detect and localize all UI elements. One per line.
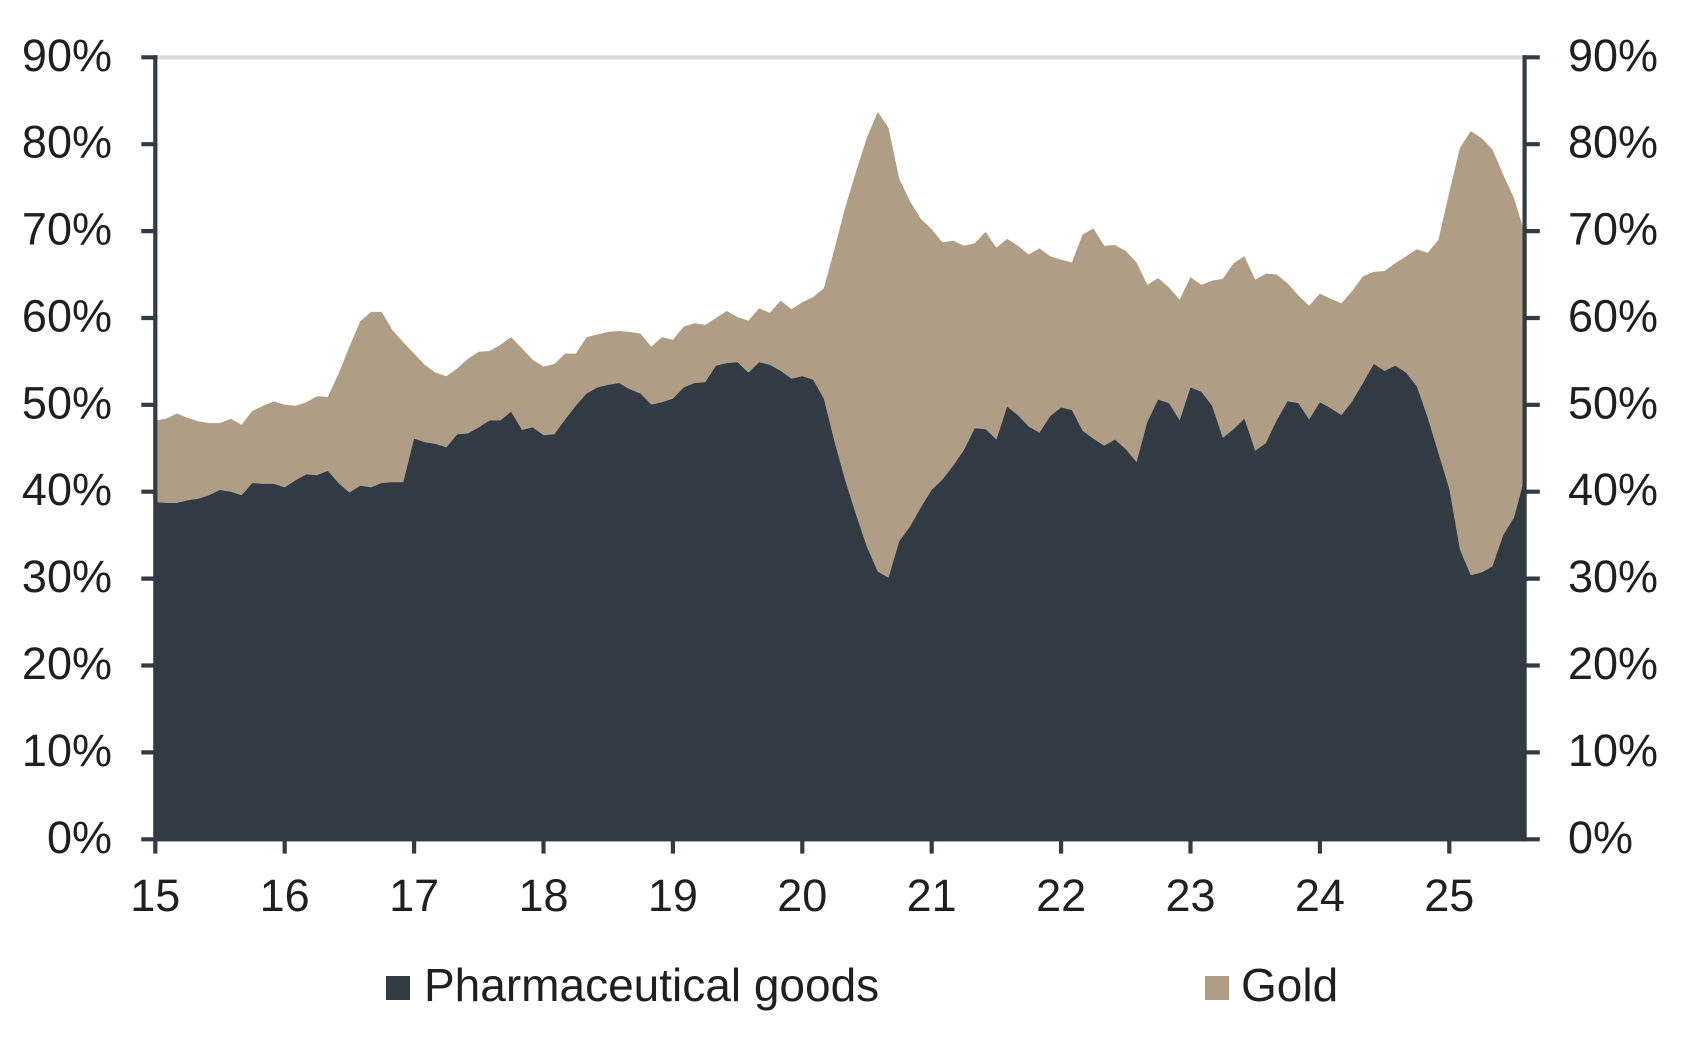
svg-text:16: 16: [260, 870, 310, 921]
svg-text:Gold: Gold: [1241, 959, 1338, 1011]
svg-text:10%: 10%: [1568, 725, 1658, 776]
svg-text:20%: 20%: [1568, 638, 1658, 689]
svg-text:22: 22: [1036, 870, 1086, 921]
svg-text:50%: 50%: [1568, 377, 1658, 428]
svg-text:Pharmaceutical goods: Pharmaceutical goods: [424, 959, 879, 1011]
svg-text:0%: 0%: [1568, 812, 1633, 863]
svg-text:40%: 40%: [1568, 464, 1658, 515]
svg-text:80%: 80%: [1568, 117, 1658, 168]
svg-text:70%: 70%: [1568, 204, 1658, 255]
svg-text:25: 25: [1424, 870, 1474, 921]
svg-text:19: 19: [648, 870, 698, 921]
svg-text:10%: 10%: [22, 725, 112, 776]
svg-text:18: 18: [518, 870, 568, 921]
svg-text:20%: 20%: [22, 638, 112, 689]
svg-text:30%: 30%: [1568, 551, 1658, 602]
svg-text:30%: 30%: [22, 551, 112, 602]
svg-text:24: 24: [1295, 870, 1345, 921]
svg-text:80%: 80%: [22, 117, 112, 168]
svg-text:23: 23: [1165, 870, 1215, 921]
svg-text:90%: 90%: [1568, 30, 1658, 81]
svg-text:20: 20: [777, 870, 827, 921]
svg-text:21: 21: [907, 870, 957, 921]
svg-text:40%: 40%: [22, 464, 112, 515]
svg-text:60%: 60%: [1568, 291, 1658, 342]
svg-text:70%: 70%: [22, 204, 112, 255]
svg-text:90%: 90%: [22, 30, 112, 81]
svg-text:60%: 60%: [22, 291, 112, 342]
svg-text:0%: 0%: [47, 812, 112, 863]
svg-text:15: 15: [130, 870, 180, 921]
svg-text:50%: 50%: [22, 377, 112, 428]
svg-text:17: 17: [389, 870, 439, 921]
